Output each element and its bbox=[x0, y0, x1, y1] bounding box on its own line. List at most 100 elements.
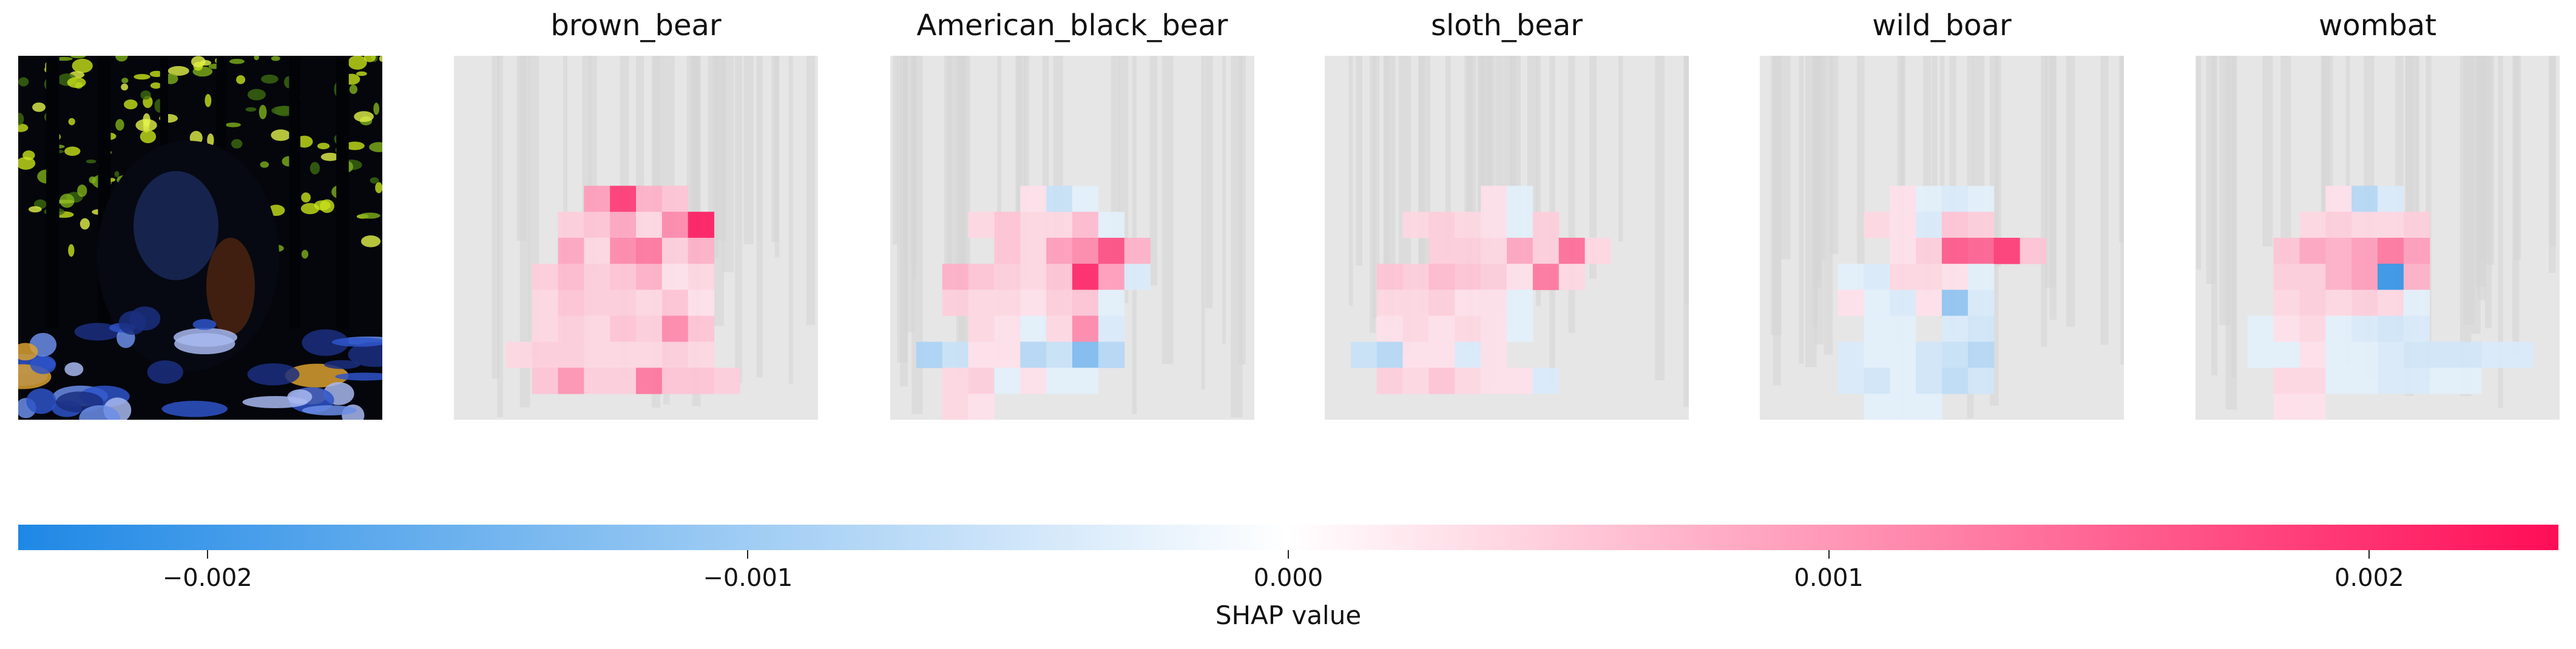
shap-cell bbox=[532, 315, 558, 342]
shap-cell bbox=[1072, 238, 1099, 264]
shap-cell bbox=[1864, 368, 1890, 394]
shap-cell bbox=[688, 368, 715, 394]
colorbar-tick-mark bbox=[1288, 550, 1289, 559]
tree-trunk bbox=[336, 56, 349, 329]
background-texture bbox=[2262, 56, 2273, 247]
leaf-spot bbox=[254, 54, 259, 61]
shap-cell bbox=[1558, 238, 1586, 264]
shap-cell bbox=[610, 315, 637, 342]
leaf-spot bbox=[32, 102, 46, 112]
background-texture bbox=[2498, 56, 2503, 408]
shap-cell bbox=[558, 263, 584, 291]
shap-cell bbox=[610, 238, 637, 264]
shap-cell bbox=[1837, 368, 1864, 394]
shap-cell bbox=[2351, 315, 2378, 342]
leaf-spot bbox=[317, 143, 330, 150]
shap-cell bbox=[1481, 238, 1507, 264]
shap-cell bbox=[1481, 289, 1507, 317]
shap-cell bbox=[2351, 263, 2378, 291]
shap-cell bbox=[1532, 263, 1560, 291]
shap-cell bbox=[1481, 186, 1507, 212]
shap-cell bbox=[1428, 289, 1455, 317]
colorbar-tick-label: −0.002 bbox=[162, 564, 252, 592]
shap-cell bbox=[505, 341, 533, 368]
shap-cell bbox=[994, 238, 1021, 264]
shap-cell bbox=[1864, 289, 1890, 317]
shap-cell bbox=[942, 341, 969, 368]
leaf-spot bbox=[167, 66, 189, 76]
rock-shape bbox=[302, 329, 349, 356]
shap-cell bbox=[1837, 289, 1864, 317]
shap-cell bbox=[1967, 238, 1995, 264]
leaf-spot bbox=[271, 129, 291, 141]
background-texture bbox=[1201, 56, 1205, 390]
shap-cell bbox=[610, 289, 637, 317]
shap-cell bbox=[1916, 394, 1942, 420]
leaf-spot bbox=[309, 161, 320, 175]
shap-cell bbox=[661, 341, 689, 368]
background-texture bbox=[1356, 56, 1363, 266]
leaf-spot bbox=[86, 159, 96, 164]
shap-cell bbox=[1020, 186, 1047, 212]
shap-cell bbox=[1481, 212, 1507, 238]
shap-cell bbox=[2403, 289, 2430, 317]
leaf-spot bbox=[375, 182, 383, 193]
colorbar-tick-mark bbox=[2368, 550, 2370, 559]
background-texture bbox=[2225, 56, 2237, 410]
background-texture bbox=[1812, 56, 1822, 288]
shap-cell bbox=[1916, 263, 1942, 291]
shap-cell bbox=[1890, 315, 1916, 342]
shap-cell bbox=[2325, 212, 2352, 238]
shap-cell bbox=[1890, 368, 1916, 394]
leaf-spot bbox=[140, 130, 157, 144]
background-texture bbox=[756, 56, 763, 378]
shap-cell bbox=[968, 315, 995, 342]
shap-cell bbox=[968, 212, 995, 238]
background-texture bbox=[1205, 56, 1213, 309]
colorbar-tick-label: 0.001 bbox=[1794, 564, 1864, 592]
background-texture bbox=[1771, 56, 1782, 335]
shap-cell bbox=[1376, 368, 1404, 394]
background-texture bbox=[912, 56, 917, 278]
shap-cell bbox=[2299, 212, 2326, 238]
shap-cell bbox=[636, 289, 663, 317]
shap-heatmap-panel bbox=[454, 56, 818, 420]
leaf-spot bbox=[150, 82, 161, 89]
background-texture bbox=[669, 56, 675, 285]
shap-cell bbox=[661, 368, 689, 394]
shap-cell bbox=[1864, 394, 1890, 420]
shap-cell bbox=[1072, 212, 1099, 238]
shap-cell bbox=[968, 341, 995, 368]
shap-cell bbox=[661, 212, 689, 238]
background-texture bbox=[1132, 56, 1137, 414]
shap-cell bbox=[1890, 263, 1916, 291]
background-texture bbox=[1510, 56, 1517, 288]
background-texture bbox=[1445, 56, 1451, 259]
shap-cell bbox=[2325, 186, 2352, 212]
background-texture bbox=[516, 56, 527, 241]
shap-cell bbox=[1402, 368, 1429, 394]
shap-cell bbox=[1402, 212, 1429, 238]
shap-cell bbox=[2299, 394, 2326, 420]
shap-cell bbox=[2325, 263, 2352, 291]
rock-shape bbox=[331, 337, 387, 347]
shap-cell bbox=[2455, 341, 2482, 368]
leaf-spot bbox=[72, 58, 93, 73]
shap-cell bbox=[558, 315, 584, 342]
shap-cell bbox=[2351, 289, 2378, 317]
rock-shape bbox=[12, 343, 38, 361]
shap-cell bbox=[661, 315, 689, 342]
leaf-spot bbox=[301, 192, 311, 203]
background-texture bbox=[1161, 56, 1174, 365]
background-texture bbox=[2280, 56, 2291, 267]
shap-cell bbox=[714, 368, 740, 394]
background-texture bbox=[806, 56, 816, 325]
shap-cell bbox=[1098, 315, 1125, 342]
leaf-spot bbox=[67, 77, 86, 89]
leaf-spot bbox=[370, 177, 379, 184]
shap-cell bbox=[1072, 341, 1099, 368]
shap-cell bbox=[994, 341, 1021, 368]
leaf-spot bbox=[205, 93, 212, 107]
shap-cell bbox=[2403, 263, 2430, 291]
shap-cell bbox=[2378, 212, 2404, 238]
